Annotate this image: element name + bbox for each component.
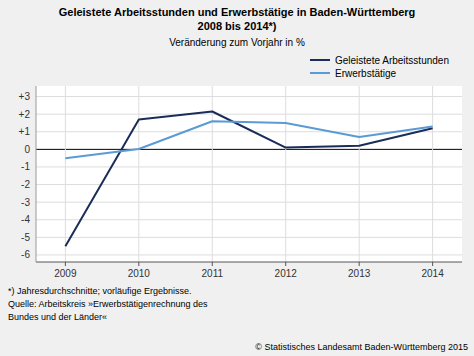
plot-background (36, 86, 462, 262)
grid-line-y (36, 114, 462, 115)
grid-line-y (36, 166, 462, 167)
subtitle: Veränderung zum Vorjahr in % (169, 37, 305, 48)
x-tick-label: 2014 (421, 268, 444, 279)
chart-container: Geleistete Arbeitsstunden und Erwerbstät… (0, 0, 474, 356)
grid-line-x (359, 86, 360, 262)
y-tick-label: -6 (21, 249, 30, 260)
legend-swatch (310, 59, 330, 61)
legend-label: Geleistete Arbeitsstunden (335, 55, 449, 66)
x-tick (212, 262, 213, 266)
grid-line-y (36, 219, 462, 220)
y-axis-line (36, 86, 37, 262)
grid-line-x (432, 86, 433, 262)
grid-line-x (138, 86, 139, 262)
y-tick-label: 0 (24, 144, 30, 155)
grid-line-y (36, 254, 462, 255)
x-tick (65, 262, 66, 266)
x-tick-label: 2011 (202, 268, 224, 279)
grid-line-y (36, 237, 462, 238)
grid (36, 86, 462, 262)
grid-line-x (65, 86, 66, 262)
x-tick (285, 262, 286, 266)
chart-svg: Geleistete Arbeitsstunden und Erwerbstät… (0, 0, 474, 356)
footnote: Bundes und der Länder« (8, 312, 107, 322)
y-tick-label: -3 (21, 197, 30, 208)
x-tick-label: 2010 (128, 268, 151, 279)
series-line (65, 121, 432, 158)
x-tick-label: 2013 (348, 268, 371, 279)
title: Geleistete Arbeitsstunden und Erwerbstät… (59, 6, 416, 18)
legend-swatch (310, 72, 330, 74)
copyright: © Statistisches Landesamt Baden-Württemb… (255, 342, 468, 352)
y-tick-label: +2 (19, 109, 31, 120)
y-tick-label: -5 (21, 232, 30, 243)
grid-line-x (285, 86, 286, 262)
y-tick-label: -4 (21, 214, 30, 225)
footnote: Quelle: Arbeitskreis »Erwerbstätigenrech… (8, 299, 208, 309)
x-axis-line (36, 262, 462, 263)
background (0, 0, 474, 356)
plot-area (65, 112, 432, 247)
grid-line-y (36, 202, 462, 203)
legend: Geleistete Arbeitsstunden Erwerbstätige (310, 55, 449, 79)
x-tick-label: 2012 (275, 268, 298, 279)
y-tick-label: +3 (19, 91, 31, 102)
x-tick (359, 262, 360, 266)
series-line (65, 112, 432, 247)
x-tick-label: 2009 (54, 268, 77, 279)
x-tick (432, 262, 433, 266)
page: {"chart_data": { "type": "line", "title"… (0, 0, 474, 356)
y-tick-label: -1 (21, 161, 30, 172)
footnote: *) Jahresdurchschnitte; vorläufige Ergeb… (8, 286, 192, 296)
x-tick (138, 262, 139, 266)
grid-line-y (36, 96, 462, 97)
zero-line (36, 149, 462, 150)
legend-label: Erwerbstätige (335, 68, 397, 79)
y-tick-label: -2 (21, 179, 30, 190)
title: 2008 bis 2014*) (198, 20, 277, 32)
y-tick-label: +1 (19, 126, 31, 137)
